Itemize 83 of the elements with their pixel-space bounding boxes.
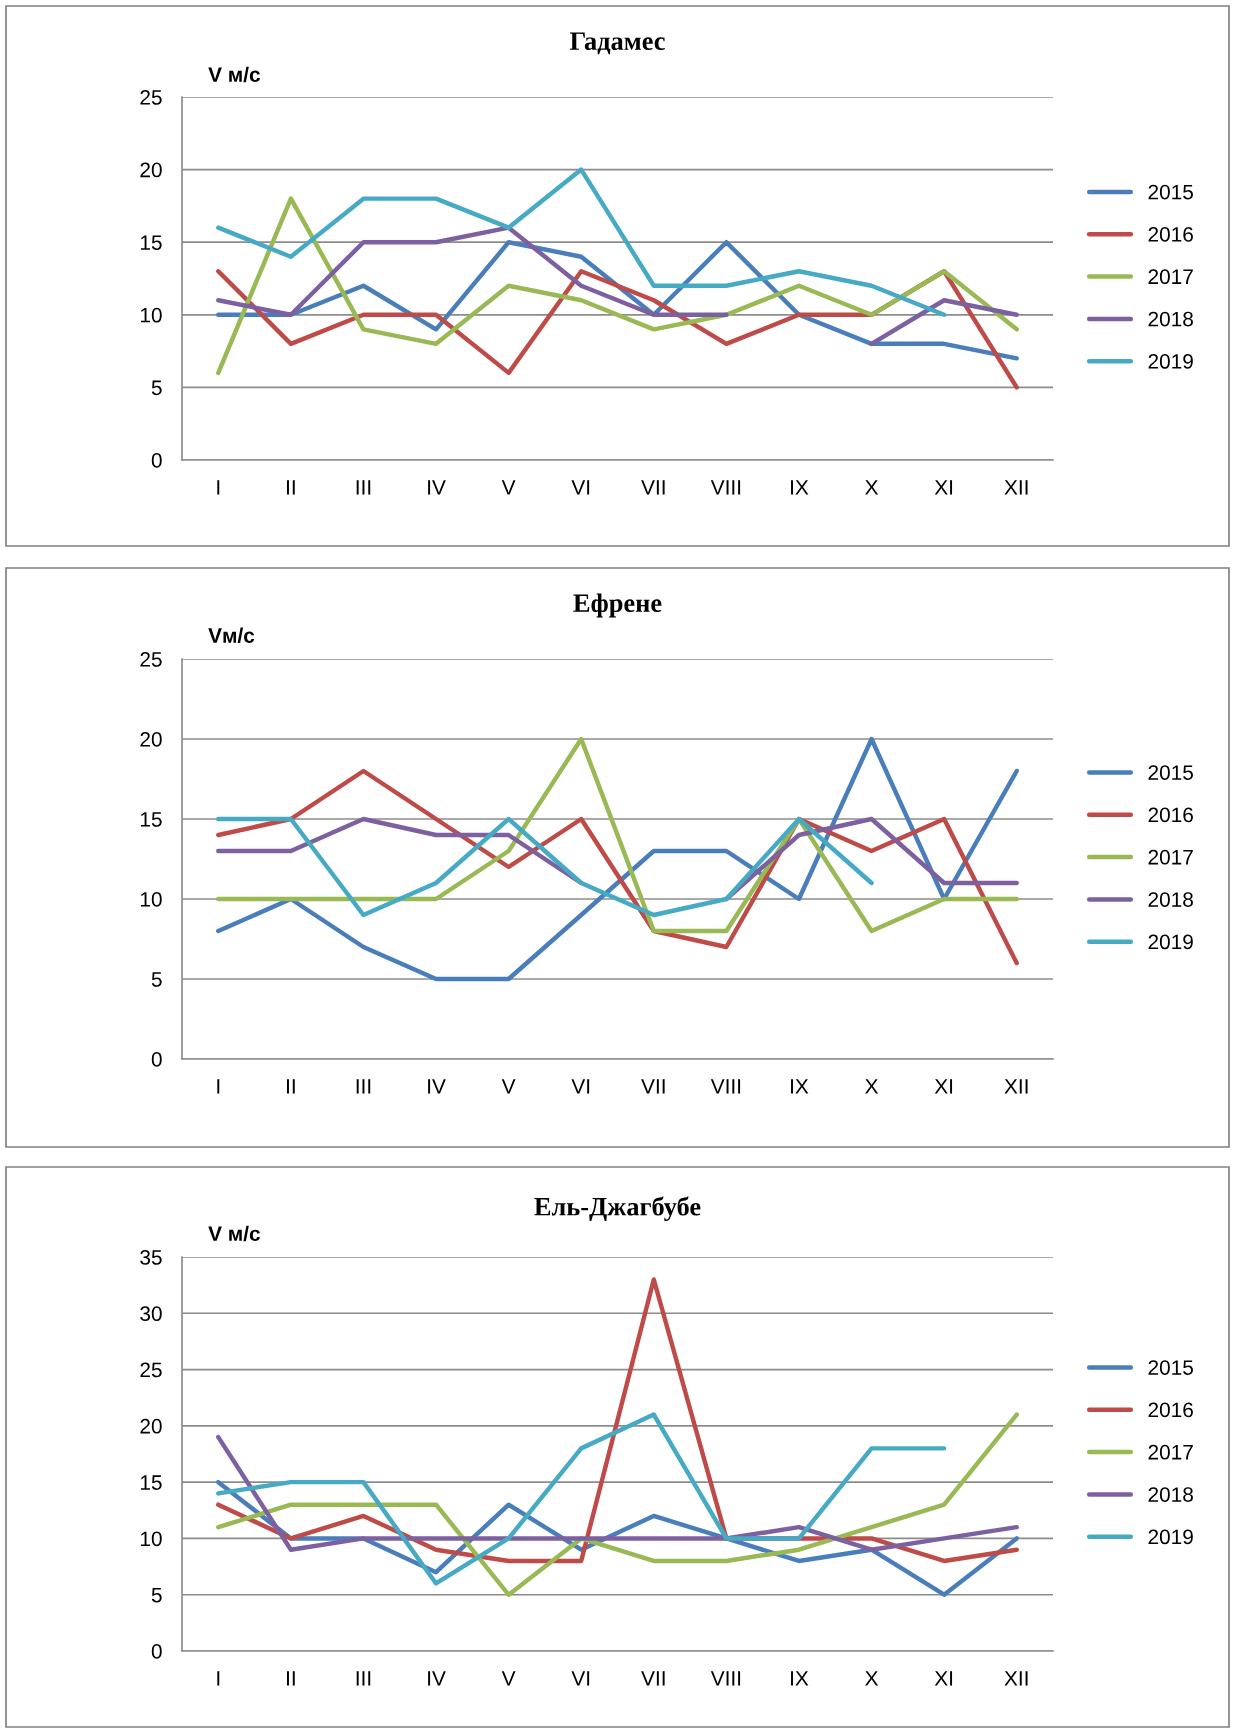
- x-tick-label: VIII: [710, 1079, 741, 1094]
- x-tick-label: IX: [791, 1079, 809, 1094]
- y-axis-title: V м/с: [208, 66, 260, 83]
- legend-label: 2018: [1148, 892, 1193, 907]
- legend-label: 2018: [1148, 1487, 1193, 1502]
- legend-label: 2015: [1148, 765, 1193, 780]
- x-tick-label: IV: [428, 1671, 446, 1686]
- legend-label: 2015: [1148, 1360, 1193, 1375]
- x-tick-label: II: [287, 1671, 295, 1686]
- chart-title: Гадамес: [570, 32, 665, 55]
- legend-label: 2015: [1148, 184, 1193, 200]
- x-tick-label: VIII: [710, 1671, 741, 1686]
- y-tick-label: 0: [151, 1052, 162, 1067]
- x-tick-label: V: [501, 1079, 516, 1094]
- x-tick-label: III: [356, 1079, 371, 1094]
- x-tick-label: X: [865, 480, 879, 495]
- x-tick-label: VI: [571, 480, 590, 495]
- x-tick-label: VII: [641, 1079, 665, 1094]
- y-tick-label: 20: [140, 1418, 162, 1434]
- y-tick-label: 15: [140, 1475, 162, 1490]
- x-tick-label: II: [287, 1079, 295, 1094]
- line-series: [216, 736, 1019, 934]
- y-tick-label: 5: [151, 1587, 162, 1603]
- y-tick-label: 30: [140, 1306, 162, 1322]
- x-tick-label: II: [287, 480, 295, 495]
- x-tick-label: XI: [934, 1671, 953, 1686]
- x-tick-label: X: [865, 1079, 879, 1094]
- legend-label: 2017: [1148, 1444, 1193, 1460]
- y-tick-label: 25: [140, 652, 162, 667]
- line-series: [216, 816, 874, 918]
- x-tick-label: XII: [1004, 1079, 1028, 1094]
- y-tick-label: 5: [151, 380, 162, 396]
- x-tick-label: VII: [641, 1671, 665, 1686]
- x-tick-label: XII: [1004, 480, 1028, 495]
- legend-label: 2019: [1148, 1529, 1193, 1545]
- y-tick-label: 0: [151, 1644, 162, 1659]
- y-tick-label: 10: [140, 307, 162, 323]
- legend-label: 2016: [1148, 807, 1193, 823]
- y-tick-label: 20: [140, 732, 162, 747]
- x-tick-label: I: [217, 1079, 220, 1094]
- line-series: [216, 196, 1019, 376]
- legend-label: 2016: [1148, 1402, 1193, 1418]
- y-tick-label: 15: [140, 235, 162, 250]
- line-series: [216, 736, 1019, 982]
- x-tick-label: X: [865, 1671, 879, 1686]
- x-tick-label: IX: [791, 480, 809, 495]
- y-tick-label: 10: [140, 892, 162, 907]
- y-axis-title: V м/с: [208, 1225, 260, 1242]
- line-series: [216, 1434, 1019, 1552]
- y-axis-title: Vм/с: [208, 627, 255, 644]
- x-tick-label: XI: [934, 480, 953, 495]
- x-tick-label: VI: [571, 1079, 590, 1094]
- chart-title: Ефрене: [573, 593, 662, 618]
- x-tick-label: V: [501, 480, 516, 495]
- y-tick-label: 25: [140, 1362, 162, 1378]
- x-tick-label: VI: [571, 1671, 590, 1686]
- x-tick-label: VIII: [710, 480, 741, 495]
- legend-label: 2017: [1148, 269, 1193, 285]
- x-tick-label: III: [356, 480, 371, 495]
- legend-label: 2019: [1148, 354, 1193, 369]
- x-tick-label: IV: [428, 480, 446, 495]
- x-tick-label: XII: [1004, 1671, 1028, 1686]
- x-tick-label: IX: [791, 1671, 809, 1686]
- legend-label: 2018: [1148, 311, 1193, 327]
- legend-label: 2019: [1148, 934, 1193, 950]
- x-tick-label: XI: [934, 1079, 953, 1094]
- chart-title: Ель-Джагбубе: [534, 1196, 701, 1222]
- y-tick-label: 10: [140, 1531, 162, 1547]
- x-tick-label: I: [217, 480, 220, 495]
- y-tick-label: 25: [140, 90, 162, 105]
- y-tick-label: 20: [140, 162, 162, 178]
- x-tick-label: IV: [428, 1079, 446, 1094]
- line-series: [216, 167, 947, 318]
- y-tick-label: 0: [151, 453, 162, 468]
- y-tick-label: 15: [140, 812, 162, 827]
- y-tick-label: 35: [140, 1250, 162, 1265]
- x-tick-label: III: [356, 1671, 371, 1686]
- x-tick-label: V: [501, 1671, 516, 1686]
- legend-label: 2016: [1148, 227, 1193, 242]
- legend-label: 2017: [1148, 849, 1193, 865]
- y-tick-label: 5: [151, 972, 162, 987]
- x-tick-label: VII: [641, 480, 665, 495]
- x-tick-label: I: [217, 1671, 220, 1686]
